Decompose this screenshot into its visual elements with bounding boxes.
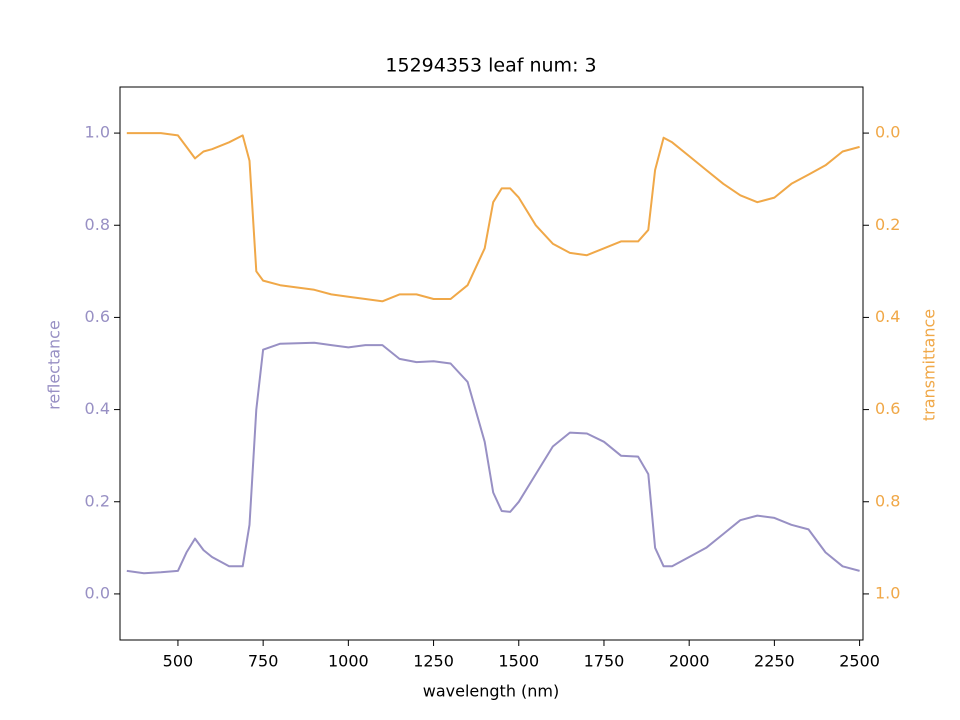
x-tick-label: 2500 (839, 652, 880, 671)
series-line (126, 132, 860, 303)
y-tick-label: 1.0 (85, 123, 110, 142)
y2-tick-label: 0.2 (875, 215, 900, 234)
y-tick-label: 0.4 (85, 399, 110, 418)
x-tick-label: 1000 (328, 652, 369, 671)
y2-tick-label: 1.0 (875, 583, 900, 602)
x-tick-label: 1250 (413, 652, 454, 671)
y-tick-label: 0.8 (85, 215, 110, 234)
x-axis-label: wavelength (nm) (423, 682, 560, 701)
x-tick-label: 2000 (669, 652, 710, 671)
y2-tick-label: 0.6 (875, 399, 900, 418)
y-tick-label: 0.0 (85, 583, 110, 602)
x-tick-label: 500 (163, 652, 194, 671)
y2-tick-label: 0.0 (875, 123, 900, 142)
chart-title: 15294353 leaf num: 3 (385, 55, 596, 77)
x-tick-label: 1500 (498, 652, 539, 671)
x-tick-label: 1750 (584, 652, 625, 671)
series-line (126, 341, 860, 575)
y-tick-label: 0.2 (85, 491, 110, 510)
y-axis-label: reflectance (45, 320, 64, 410)
y2-tick-label: 0.8 (875, 491, 900, 510)
x-tick-label: 750 (248, 652, 279, 671)
x-tick-label: 2250 (754, 652, 795, 671)
y2-tick-label: 0.4 (875, 307, 900, 326)
y2-axis-label: transmittance (920, 309, 939, 421)
y-tick-label: 0.6 (85, 307, 110, 326)
plot-frame (119, 86, 864, 641)
